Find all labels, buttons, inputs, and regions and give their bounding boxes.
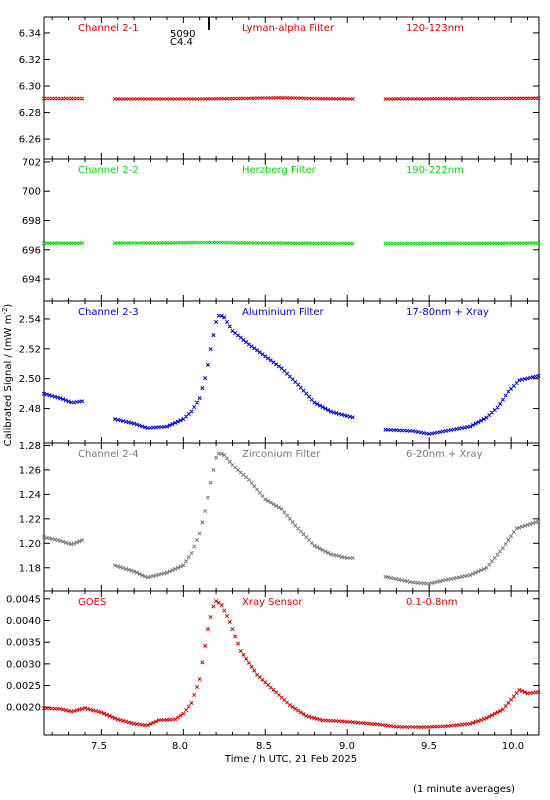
data-point-markers xyxy=(41,598,541,730)
panel-frame xyxy=(43,158,540,302)
channel-label: GOES xyxy=(78,597,106,608)
y-tick-label: 6.32 xyxy=(19,55,41,66)
channel-label: Channel 2-4 xyxy=(78,449,139,460)
y-tick-label: 694 xyxy=(22,275,41,286)
y-tick-label: 1.18 xyxy=(19,563,41,574)
panel-4: 1.18 1.20 1.22 1.24 1.26 1.28 Channel 2-4 Zirco… xyxy=(19,441,541,592)
y-tick-label: 2.48 xyxy=(19,404,41,415)
panel-2: 694 696 698 700 702 Channel 2-2 Herzberg Filte… xyxy=(22,157,541,302)
x-tick-label: 8.5 xyxy=(256,741,272,752)
filter-label: Herzberg Filter xyxy=(242,165,317,176)
y-tick-label: 6.30 xyxy=(19,82,41,93)
panel-3: 2.48 2.50 2.52 2.54 Channel 2-3 Aluminium Fil… xyxy=(19,300,541,444)
y-tick-label: 696 xyxy=(22,245,41,256)
y-tick-label: 0.0020 xyxy=(6,703,41,714)
y-tick-label: 1.26 xyxy=(19,465,41,476)
filter-label: Xray Sensor xyxy=(242,597,303,608)
y-axis-label-main: Calibrated Signal / (mW m xyxy=(3,315,14,447)
panel-1: 6.26 6.28 6.30 6.32 6.34 Channel 2-1 Lyman-alp… xyxy=(19,16,541,160)
x-axis-label: Time / h UTC, 21 Feb 2025 xyxy=(224,754,357,765)
y-tick-label: 702 xyxy=(22,157,41,168)
x-tick-label: 8.0 xyxy=(172,741,188,752)
channel-label: Channel 2-1 xyxy=(78,23,139,34)
y-tick-label: 0.0045 xyxy=(6,594,41,605)
event-marker-class: C4.4 xyxy=(170,37,193,48)
data-point-markers xyxy=(41,240,541,246)
panels: 6.26 6.28 6.30 6.32 6.34 Channel 2-1 Lyman-alp… xyxy=(6,16,541,736)
y-tick-label: 2.52 xyxy=(19,344,41,355)
data-point-markers xyxy=(41,451,541,586)
y-tick-label: 2.50 xyxy=(19,374,41,385)
y-tick-label: 6.28 xyxy=(19,108,41,119)
data-points xyxy=(41,451,541,586)
panel-frame xyxy=(43,16,540,160)
filter-label: Zirconium Filter xyxy=(242,449,321,460)
y-tick-label: 1.28 xyxy=(19,441,41,452)
y-tick-label: 698 xyxy=(22,216,41,227)
y-axis-label-end: ) xyxy=(3,304,14,308)
y-axis-label-sup: -2 xyxy=(1,308,9,315)
x-tick-labels: 7.5 8.0 8.5 9.0 9.5 10.0 xyxy=(91,741,524,752)
band-label: 0.1-0.8nm xyxy=(406,597,458,608)
y-tick-label: 6.34 xyxy=(19,28,41,39)
x-tick-label: 7.5 xyxy=(91,741,107,752)
filter-label: Aluminium Filter xyxy=(242,307,325,318)
y-tick-label: 0.0030 xyxy=(6,659,41,670)
data-point-markers xyxy=(41,313,541,437)
band-label: 6-20nm + Xray xyxy=(406,449,483,460)
data-points xyxy=(41,313,541,437)
x-tick-label: 10.0 xyxy=(502,741,524,752)
y-tick-label: 6.26 xyxy=(19,135,41,146)
data-points xyxy=(41,95,541,102)
x-tick-label: 9.0 xyxy=(339,741,355,752)
y-axis-label: Calibrated Signal / (mW m-2) xyxy=(1,304,14,447)
channel-label: Channel 2-2 xyxy=(78,165,139,176)
y-tick-label: 2.54 xyxy=(19,314,41,325)
panel-frame xyxy=(43,300,540,444)
x-tick-label: 9.5 xyxy=(421,741,437,752)
y-tick-label: 0.0025 xyxy=(6,681,41,692)
y-tick-label: 1.20 xyxy=(19,539,41,550)
panel-frame xyxy=(43,590,540,736)
y-tick-label: 1.24 xyxy=(19,490,41,501)
band-label: 17-80nm + Xray xyxy=(406,307,489,318)
event-marker-number: 5090 xyxy=(170,29,195,40)
y-tick-label: 1.22 xyxy=(19,514,41,525)
y-tick-label: 0.0040 xyxy=(6,616,41,627)
footnote: (1 minute averages) xyxy=(413,784,515,795)
y-tick-label: 0.0035 xyxy=(6,638,41,649)
data-point-markers xyxy=(41,95,541,102)
filter-label: Lyman-alpha Filter xyxy=(242,23,335,34)
data-points xyxy=(41,240,541,246)
channel-label: Channel 2-3 xyxy=(78,307,139,318)
band-label: 120-123nm xyxy=(406,23,464,34)
y-tick-label: 700 xyxy=(22,187,41,198)
data-points xyxy=(41,598,541,730)
band-label: 190-222nm xyxy=(406,165,464,176)
panel-5: 0.0020 0.0025 0.0030 0.0035 0.0040 0.0045 GOES… xyxy=(6,590,541,736)
